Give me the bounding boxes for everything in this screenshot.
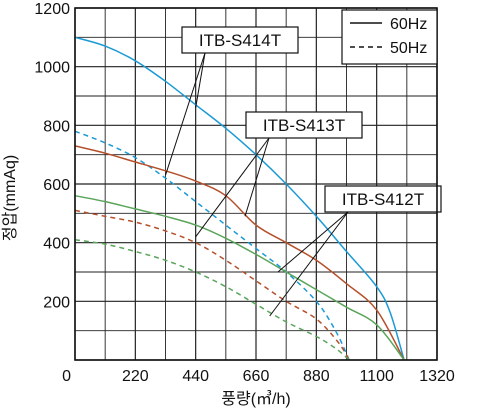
callout-box [324, 185, 442, 213]
axes: 0 220 440 660 880 1100 1320 200 400 600 800 1000 120… [1, 1, 455, 408]
series-itb-s413t-60hz [74, 145, 405, 361]
callout-label-itb-s414t: ITB-S414T [199, 31, 281, 50]
x-axis-label: 풍량(㎥/h) [221, 390, 290, 408]
y-tick-label: 1200 [34, 1, 70, 18]
y-tick-label: 800 [43, 118, 70, 135]
x-tick-label: 660 [243, 368, 270, 385]
y-tick-label: 1000 [34, 60, 70, 77]
x-tick-label: 1320 [419, 368, 455, 385]
legend-label: 60Hz [390, 16, 427, 33]
x-tick-label: 220 [122, 368, 149, 385]
x-tick-label: 1100 [359, 368, 394, 385]
y-axis-label: 정압(mmAq) [1, 155, 19, 241]
series-itb-s412t-50hz [74, 238, 350, 361]
callout-leader-line [269, 211, 349, 317]
callout-box [181, 26, 299, 54]
callout-label-itb-s413t: ITB-S413T [263, 116, 345, 135]
plot-frame [74, 7, 438, 361]
legend-label: 50Hz [390, 40, 427, 57]
legend-box [341, 9, 438, 65]
y-tick-label: 200 [43, 294, 70, 311]
x-tick-label: 880 [303, 368, 330, 385]
callout-leader-line [195, 137, 270, 238]
callout-leader-line [195, 52, 206, 108]
series-itb-s414t-50hz [74, 130, 350, 361]
callout-leader-line [277, 211, 349, 273]
callout-layer: ITB-S414T ITB-S413T ITB-S412T [165, 26, 442, 317]
legend: 60Hz 50Hz [341, 9, 438, 65]
callout-box [245, 111, 363, 139]
y-tick-label: 400 [43, 236, 70, 253]
y-tick-label: 600 [43, 177, 70, 194]
callout-leader-line [244, 137, 270, 217]
callout-label-itb-s412t: ITB-S412T [342, 190, 424, 209]
x-tick-label: 0 [62, 368, 71, 385]
series-itb-s412t-60hz [74, 194, 405, 361]
callout-leader-line [165, 52, 206, 176]
x-tick-label: 440 [182, 368, 209, 385]
